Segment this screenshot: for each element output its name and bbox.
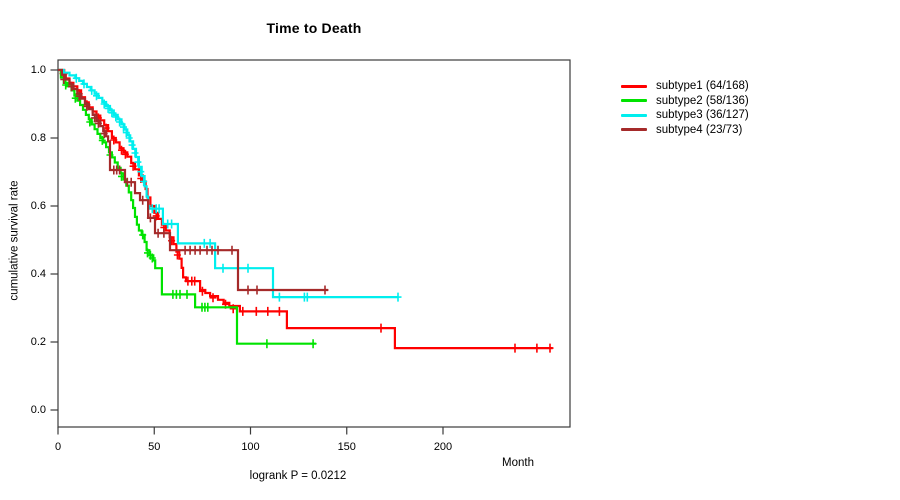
y-tick-label: 0.2 xyxy=(30,335,46,348)
legend-label: subtype2 (58/136) xyxy=(656,94,749,107)
legend-line-swatch xyxy=(621,128,647,132)
y-tick-label: 1.0 xyxy=(30,63,46,76)
x-tick-label: 150 xyxy=(337,441,356,453)
legend-line-swatch xyxy=(621,113,647,117)
axis-ticks xyxy=(50,69,444,435)
x-tick-label: 0 xyxy=(54,441,62,453)
censor-marks-subtype1 xyxy=(59,68,554,353)
y-tick-label: 0.6 xyxy=(30,199,46,212)
x-tick-label: 50 xyxy=(148,441,161,453)
legend-item-subtype4: subtype4 (23/73) xyxy=(621,123,749,138)
y-tick-label: 0.8 xyxy=(30,131,46,144)
legend-label: subtype3 (36/127) xyxy=(656,109,749,122)
y-axis-label: cumulative survival rate xyxy=(8,180,21,301)
logrank-pvalue-annotation: logrank P = 0.0212 xyxy=(249,470,347,482)
x-axis-label: Month xyxy=(502,457,534,469)
y-tick-label: 0.0 xyxy=(30,403,46,416)
censor-marks-subtype4 xyxy=(60,75,329,295)
censor-marks-subtype3 xyxy=(72,73,402,302)
survival-curve-subtype4 xyxy=(58,68,329,292)
legend-item-subtype2: subtype2 (58/136) xyxy=(621,94,749,109)
legend-item-subtype1: subtype1 (64/168) xyxy=(621,79,749,94)
legend-label: subtype4 (23/73) xyxy=(656,123,743,136)
legend: subtype1 (64/168) subtype2 (58/136) subtyp… xyxy=(621,79,749,137)
plot-border-box xyxy=(57,59,571,428)
legend-line-swatch xyxy=(621,84,647,88)
chart-title: Time to Death xyxy=(266,20,362,36)
legend-item-subtype3: subtype3 (36/127) xyxy=(621,108,749,123)
legend-line-swatch xyxy=(621,99,647,103)
x-tick-label: 100 xyxy=(241,441,260,453)
y-tick-label: 0.4 xyxy=(30,267,46,280)
x-tick-label: 200 xyxy=(433,441,453,453)
legend-label: subtype1 (64/168) xyxy=(656,80,749,93)
survival-curve-subtype3 xyxy=(58,68,398,299)
